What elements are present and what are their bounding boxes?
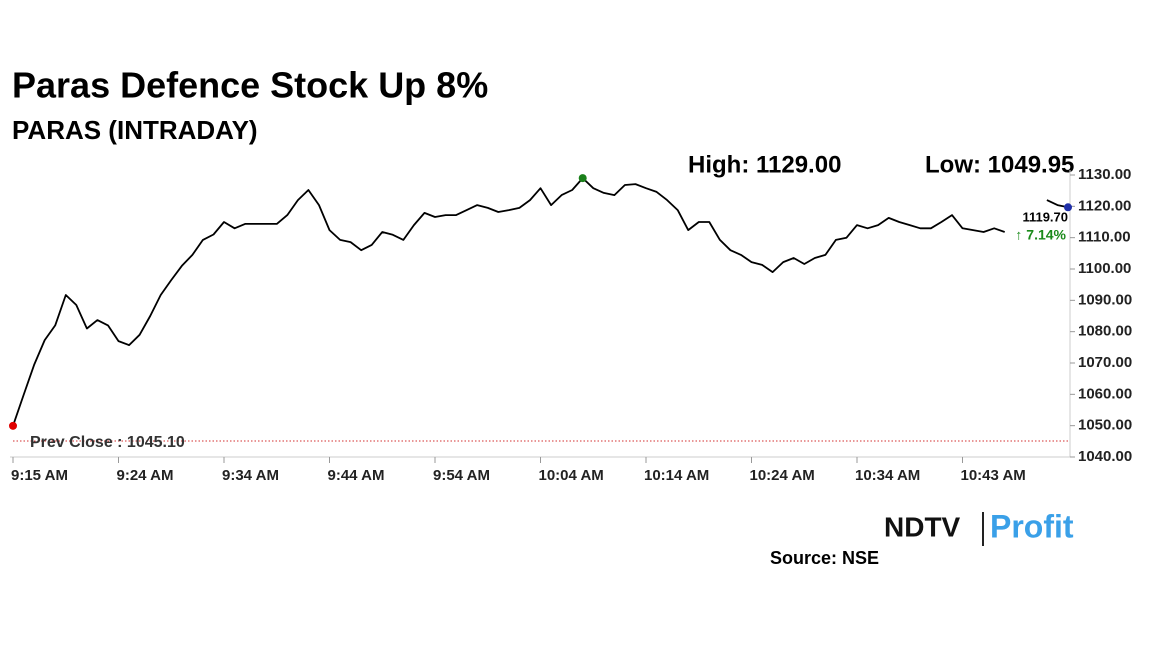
y-tick-label: 1100.00 — [1078, 260, 1131, 277]
x-tick-label: 10:14 AM — [644, 467, 709, 484]
x-tick-label: 9:44 AM — [328, 467, 385, 484]
change-label: ↑ 7.14% — [1015, 227, 1066, 243]
y-tick-label: 1060.00 — [1078, 385, 1132, 402]
y-tick-label: 1070.00 — [1078, 354, 1132, 371]
high-dot — [578, 174, 587, 183]
y-tick-label: 1110.00 — [1078, 229, 1131, 246]
y-tick-label: 1120.00 — [1078, 197, 1131, 214]
y-tick-label: 1080.00 — [1078, 323, 1132, 340]
y-tick-label: 1050.00 — [1078, 417, 1132, 434]
x-tick-label: 9:54 AM — [433, 467, 490, 484]
y-tick-label: 1130.00 — [1078, 166, 1131, 183]
price-line — [12, 177, 1069, 427]
x-tick-label: 10:34 AM — [855, 467, 920, 484]
x-tick-label: 9:15 AM — [11, 467, 68, 484]
x-tick-label: 10:24 AM — [750, 467, 815, 484]
last-dot — [1064, 203, 1072, 212]
chart-title: Paras Defence Stock Up 8% — [12, 65, 488, 106]
y-tick-label: 1090.00 — [1078, 291, 1132, 308]
x-tick-label: 9:24 AM — [117, 467, 174, 484]
y-tick-label: 1040.00 — [1078, 448, 1132, 465]
low-label: Low: 1049.95 — [925, 151, 1074, 178]
x-tick-label: 10:04 AM — [539, 467, 604, 484]
logo-profit: Profit — [990, 508, 1074, 544]
high-label: High: 1129.00 — [688, 151, 841, 178]
logo-ndtv: NDTV — [884, 511, 961, 542]
source: Source: NSE — [770, 548, 879, 568]
x-tick-label: 9:34 AM — [222, 467, 279, 484]
x-tick-label: 10:43 AM — [961, 467, 1026, 484]
low-dot — [9, 421, 17, 430]
last-price: 1119.70 — [1022, 209, 1068, 224]
prev-close-label: Prev Close : 1045.10 — [30, 434, 185, 451]
chart-subtitle: PARAS (INTRADAY) — [12, 115, 258, 145]
